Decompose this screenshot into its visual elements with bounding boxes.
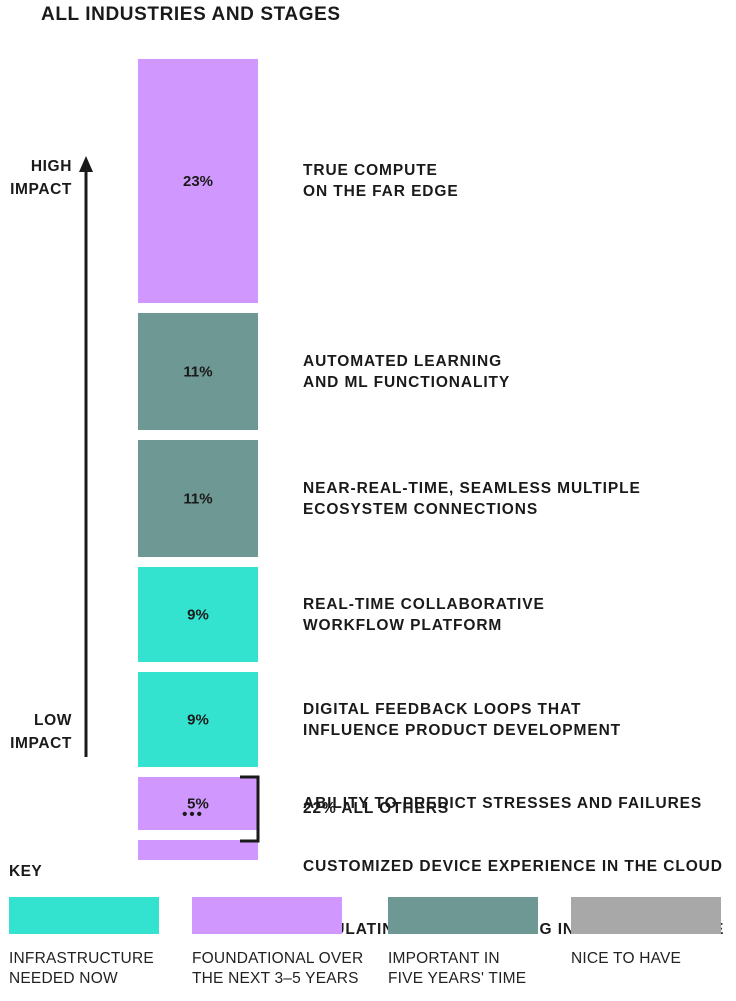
others-label: 22% ALL OTHERS xyxy=(303,800,450,817)
bar-value-label-6: 5% xyxy=(187,796,209,813)
high-impact-label: HIGH IMPACT xyxy=(10,158,72,198)
chart-title: ALL INDUSTRIES AND STAGES xyxy=(41,4,341,25)
category-label-5: DIGITAL FEEDBACK LOOPS THAT INFLUENCE PR… xyxy=(303,700,622,739)
category-label-7: CUSTOMIZED DEVICE EXPERIENCE IN THE CLOU… xyxy=(303,858,723,875)
low-impact-label: LOW IMPACT xyxy=(10,712,72,752)
category-label-4: REAL-TIME COLLABORATIVE WORKFLOW PLATFOR… xyxy=(303,595,545,634)
bar-6 xyxy=(138,777,258,830)
category-label-6: ABILITY TO PREDICT STRESSES AND FAILURES xyxy=(303,795,703,812)
bar-value-label-3: 11% xyxy=(183,491,212,508)
legend-swatch-important xyxy=(388,897,538,934)
bar-1 xyxy=(138,59,258,303)
category-label-1: TRUE COMPUTE ON THE FAR EDGE xyxy=(303,162,459,200)
bars-group: 23%11%11%9%9%5%5%5% xyxy=(138,59,258,860)
category-label-2: AUTOMATED LEARNING AND ML FUNCTIONALITY xyxy=(303,352,511,391)
bar-value-label-7: 5% xyxy=(187,859,209,861)
bar-value-label-4: 9% xyxy=(187,607,209,624)
legend-swatch-infrastructure xyxy=(9,897,159,934)
legend-swatch-foundational xyxy=(192,897,342,934)
bar-5 xyxy=(138,672,258,767)
others-bracket xyxy=(240,775,260,843)
legend-label-important: IMPORTANT IN FIVE YEARS' TIME xyxy=(388,950,527,987)
others-ellipsis: ••• xyxy=(182,806,204,823)
category-label-3: NEAR-REAL-TIME, SEAMLESS MULTIPLE ECOSYS… xyxy=(303,479,641,518)
legend-label-foundational: FOUNDATIONAL OVER THE NEXT 3–5 YEARS xyxy=(192,950,364,987)
bar-value-label-1: 23% xyxy=(183,173,213,190)
bar-7 xyxy=(138,840,258,860)
bar-4 xyxy=(138,567,258,662)
impact-axis-arrowhead xyxy=(79,156,93,172)
legend-swatch-nice xyxy=(571,897,721,934)
bar-2 xyxy=(138,313,258,430)
bar-3 xyxy=(138,440,258,557)
bar-value-label-2: 11% xyxy=(183,364,212,381)
legend-label-infrastructure: INFRASTRUCTURE NEEDED NOW xyxy=(9,950,154,987)
key-title: KEY xyxy=(9,863,43,880)
bar-value-label-5: 9% xyxy=(187,712,209,729)
legend-label-nice: NICE TO HAVE xyxy=(571,950,682,967)
stacked-bar-chart: 23%11%11%9%9%5%5%5% ••• xyxy=(79,59,260,860)
